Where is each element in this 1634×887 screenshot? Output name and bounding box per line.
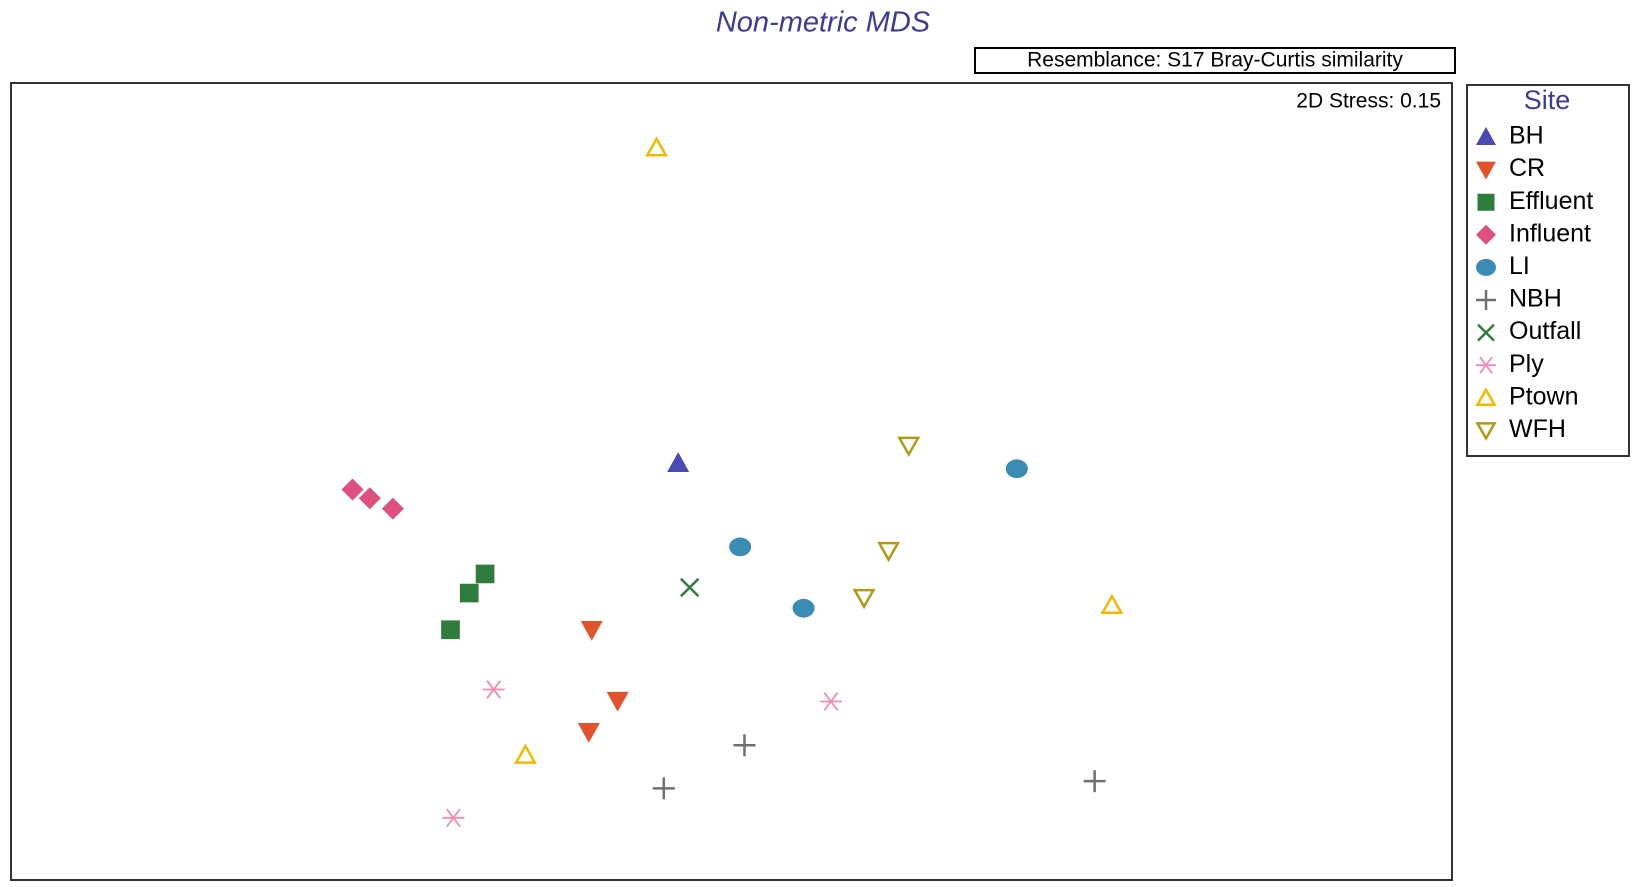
point <box>792 598 815 618</box>
legend-label: Influent <box>1509 219 1591 247</box>
point <box>580 620 603 641</box>
legend-label: BH <box>1509 122 1544 150</box>
point <box>606 691 629 712</box>
legend-marker <box>1476 290 1496 310</box>
legend-marker <box>1475 387 1497 407</box>
legend-label: CR <box>1509 154 1545 182</box>
legend-label: Ply <box>1509 350 1544 378</box>
plot-frame <box>10 82 1453 881</box>
resemblance-box <box>974 47 1456 74</box>
point <box>645 136 669 157</box>
chart-title: Non-metric MDS <box>716 7 931 39</box>
point <box>459 583 479 603</box>
legend-label: Ptown <box>1509 382 1578 410</box>
point <box>733 734 756 757</box>
legend-marker <box>1476 127 1496 145</box>
point <box>1005 459 1028 479</box>
point <box>482 680 505 699</box>
point <box>441 620 460 640</box>
legend-label: LI <box>1509 252 1530 280</box>
point <box>877 541 901 563</box>
point <box>358 487 381 510</box>
point <box>381 497 404 520</box>
legend-label: WFH <box>1509 415 1566 443</box>
legend-label: Effluent <box>1509 187 1593 215</box>
legend-label: NBH <box>1509 285 1562 313</box>
point <box>577 722 600 743</box>
legend-marker <box>1475 422 1497 441</box>
legend-marker <box>1476 224 1496 245</box>
legend-marker <box>1476 258 1496 276</box>
legend-marker <box>1476 356 1496 374</box>
point <box>442 808 465 828</box>
point <box>897 436 921 457</box>
legend-marker <box>1477 193 1495 211</box>
point <box>341 478 364 501</box>
stress-label: 2D Stress: 0.15 <box>1296 90 1441 113</box>
point <box>729 537 752 557</box>
point <box>680 577 700 598</box>
resemblance-label: Resemblance: S17 Bray-Curtis similarity <box>1027 49 1403 72</box>
legend-title: Site <box>1524 85 1571 115</box>
point <box>652 777 675 800</box>
point <box>819 692 842 711</box>
point <box>852 588 876 610</box>
point <box>475 564 495 584</box>
point <box>1100 593 1124 614</box>
point <box>1083 770 1106 793</box>
point <box>513 743 537 764</box>
point <box>667 452 690 472</box>
legend-box <box>1466 84 1630 457</box>
legend-marker <box>1476 161 1496 180</box>
legend-label: Outfall <box>1509 317 1581 345</box>
legend-marker <box>1477 323 1495 342</box>
